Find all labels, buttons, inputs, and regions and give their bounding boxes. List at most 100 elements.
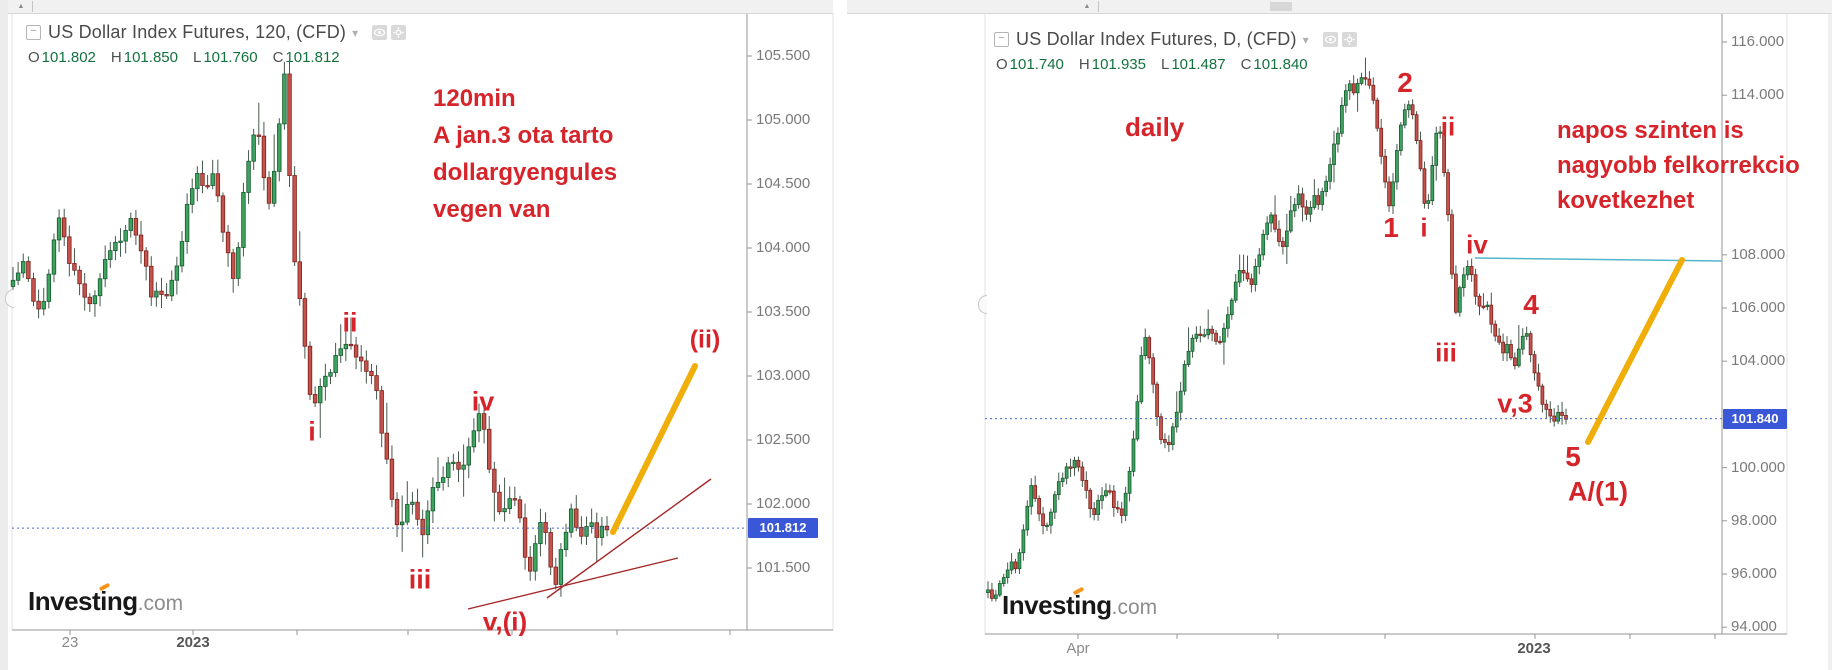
time-axis-label: 2023 xyxy=(176,634,210,651)
ohlc-key: H xyxy=(110,49,122,66)
visibility-icon[interactable] xyxy=(372,25,388,40)
scrollbar-strip[interactable]: ▲ xyxy=(8,0,833,14)
price-tick-label: 101.500 xyxy=(756,559,811,576)
wave-label: iii xyxy=(408,564,432,595)
investing-logo: Investing .com xyxy=(28,582,184,617)
price-tick-label: 104.000 xyxy=(756,239,811,256)
price-tick-label: 94.000 xyxy=(1731,618,1777,636)
ohlc-item: C 101.812 xyxy=(273,49,340,66)
price-tick-label: 114.000 xyxy=(1731,86,1785,104)
ohlc-key: O xyxy=(28,49,40,66)
wave-label: ii xyxy=(1440,111,1456,142)
annotation-text-line: A jan.3 ota tarto xyxy=(433,122,614,149)
chart-header: − US Dollar Index Futures, 120, (CFD) ▾ xyxy=(26,22,407,43)
settings-gear-icon[interactable] xyxy=(391,25,407,40)
price-tick-label: 103.000 xyxy=(756,367,811,384)
ohlc-key: H xyxy=(1078,56,1090,73)
ohlc-item: C 101.840 xyxy=(1241,56,1308,73)
annotation-text-line: kovetkezhet xyxy=(1557,187,1695,214)
scroll-up-button[interactable]: ▲ xyxy=(10,1,33,12)
wave-label: iii xyxy=(1435,337,1457,368)
wave-label: (ii) xyxy=(689,325,721,354)
ohlc-key: C xyxy=(1240,56,1252,73)
current-price-badge: 101.812 xyxy=(748,518,818,538)
ohlc-value: 101.812 xyxy=(285,49,340,66)
collapse-icon[interactable]: − xyxy=(26,25,41,40)
wave-label: 4 xyxy=(1523,289,1539,320)
collapse-icon[interactable]: − xyxy=(994,32,1009,47)
annotation-text-line: daily xyxy=(1125,112,1185,142)
wave-label: i xyxy=(308,416,316,447)
ohlc-item: H 101.935 xyxy=(1079,56,1146,73)
visibility-icon[interactable] xyxy=(1322,32,1338,47)
ohlc-value: 101.935 xyxy=(1091,56,1146,73)
settings-gear-icon[interactable] xyxy=(1341,32,1357,47)
ohlc-item: O 101.740 xyxy=(996,56,1064,73)
ohlc-value: 101.840 xyxy=(1253,56,1308,73)
current-price-badge: 101.840 xyxy=(1723,409,1787,429)
ohlc-key: L xyxy=(1160,56,1170,73)
price-tick-label: 100.000 xyxy=(1731,458,1786,476)
logo-text: Investing xyxy=(1002,586,1112,620)
annotation-text-line: napos szinten is xyxy=(1557,117,1744,144)
time-axis-label: 23 xyxy=(61,634,79,651)
ohlc-key: L xyxy=(192,49,202,66)
annotation-text-line: dollargyengules xyxy=(433,159,618,186)
price-tick-label: 103.500 xyxy=(756,303,811,320)
wave-label: 1 xyxy=(1383,212,1399,243)
wave-label: 5 xyxy=(1565,441,1581,472)
price-tick-label: 116.000 xyxy=(1731,33,1785,50)
wave-label: v,3 xyxy=(1497,388,1533,419)
panel-collapse-handle[interactable] xyxy=(978,295,987,314)
ohlc-value: 101.760 xyxy=(203,49,258,66)
wave-label: 2 xyxy=(1397,67,1413,98)
price-tick-label: 102.000 xyxy=(756,495,811,512)
scrollbar-thumb[interactable] xyxy=(1270,2,1292,11)
price-tick-label: 104.500 xyxy=(756,175,811,192)
price-tick-label: 102.500 xyxy=(756,431,811,448)
price-tick-label: 96.000 xyxy=(1731,565,1777,582)
ohlc-value: 101.850 xyxy=(123,49,178,66)
ohlc-row: O 101.740 H 101.935 L 101.487 C 101.840 xyxy=(996,56,1308,73)
annotation-text-line: vegen van xyxy=(433,196,551,223)
time-axis-label: 2023 xyxy=(1517,640,1551,657)
chart-title: US Dollar Index Futures, 120, (CFD) xyxy=(48,22,347,42)
chart-header: − US Dollar Index Futures, D, (CFD) ▾ xyxy=(994,29,1357,50)
wave-label: v,(i) xyxy=(482,606,528,637)
ohlc-key: C xyxy=(272,49,284,66)
logo-orange-accent xyxy=(1072,586,1085,596)
time-axis-label: Apr xyxy=(1066,640,1090,657)
ohlc-key: O xyxy=(996,56,1008,73)
wave-label: i xyxy=(1420,212,1428,243)
ohlc-item: L 101.487 xyxy=(1161,56,1226,73)
up-arrow-icon: ▲ xyxy=(1083,3,1091,10)
ohlc-value: 101.487 xyxy=(1171,56,1226,73)
wave-label: iv xyxy=(471,386,495,417)
wave-label: ii xyxy=(342,307,358,338)
chevron-down-icon[interactable]: ▾ xyxy=(352,25,359,40)
ohlc-row: O 101.802 H 101.850 L 101.760 C 101.812 xyxy=(28,49,340,66)
page-left-edge xyxy=(0,0,8,670)
ohlc-value: 101.740 xyxy=(1009,56,1064,73)
chart-title: US Dollar Index Futures, D, (CFD) xyxy=(1016,29,1297,49)
page-right-edge xyxy=(1828,0,1832,670)
scrollbar-strip[interactable]: ▲ xyxy=(847,0,1832,14)
price-tick-label: 106.000 xyxy=(1731,299,1786,316)
price-tick-label: 98.000 xyxy=(1731,511,1777,529)
wave-label: A/(1) xyxy=(1568,476,1628,507)
logo-suffix: .com xyxy=(137,592,184,615)
ohlc-item: O 101.802 xyxy=(28,49,96,66)
chevron-down-icon[interactable]: ▾ xyxy=(1302,32,1309,47)
up-arrow-icon: ▲ xyxy=(17,3,25,10)
investing-logo: Investing .com xyxy=(1002,586,1157,621)
price-tick-label: 105.500 xyxy=(756,47,811,64)
wave-label: iv xyxy=(1466,229,1488,260)
annotation-text-line: 120min xyxy=(433,85,516,112)
price-tick-label: 104.000 xyxy=(1731,352,1786,370)
ohlc-value: 101.802 xyxy=(41,49,96,66)
ohlc-item: L 101.760 xyxy=(193,49,258,66)
scroll-up-button[interactable]: ▲ xyxy=(1076,1,1099,12)
